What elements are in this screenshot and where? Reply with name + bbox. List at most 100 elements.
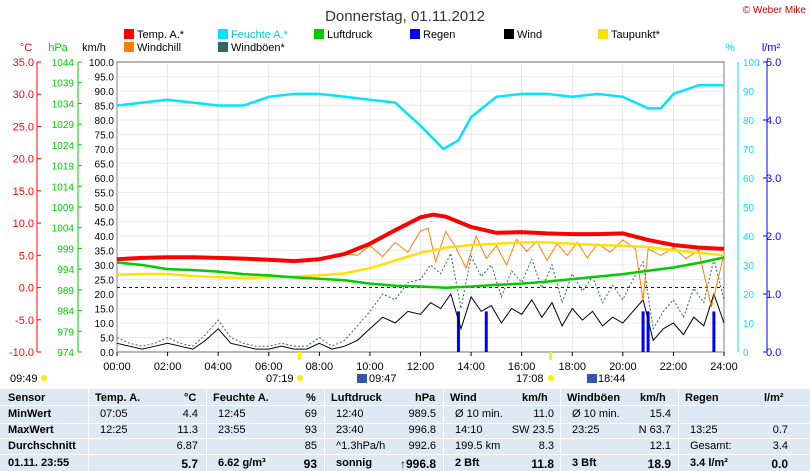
table-cell-reg_t-3: 3.4 l/m² (690, 457, 728, 469)
tick-x-5: 10:00 (356, 361, 384, 373)
tick-humidity-6: 40 (743, 232, 755, 243)
tick-wind-12: 40.0 (95, 232, 115, 243)
table-cell-label-1: MaxWert (8, 424, 54, 436)
table-cell-boe_v-1: N 63.7 (638, 424, 671, 436)
tick-humidity-9: 10 (743, 319, 755, 330)
tick-pressure-1: 1039 (52, 79, 75, 90)
sun-icon-3 (548, 375, 554, 381)
header-windboeen-unit: km/h (640, 392, 666, 404)
tick-wind-6: 70.0 (95, 145, 115, 156)
series-feuchte (116, 83, 724, 151)
table-cell-reg_v-2: 3.4 (772, 440, 788, 452)
header-regen-unit: l/m² (764, 392, 784, 404)
tick-rain-5: 0.0 (766, 347, 781, 359)
table-cell-win_t-3: 2 Bft (455, 457, 480, 469)
tick-wind-16: 20.0 (95, 290, 115, 301)
table-cell-luf_v-2: 992.6 (408, 440, 436, 452)
chart-title: Donnerstag, 01.11.2012 (325, 8, 485, 25)
legend-swatch-2 (314, 29, 324, 39)
tick-wind-3: 85.0 (95, 102, 115, 113)
table-cell-reg_t-2: Gesamt: (690, 440, 732, 452)
sun-icon-0 (41, 375, 47, 381)
header-wind-unit: km/h (522, 392, 548, 404)
table-cell-luf_t-3: sonnig (336, 457, 373, 469)
rain-bar-3 (646, 311, 650, 352)
tick-wind-20: 0.0 (100, 348, 114, 359)
sun-icon-1 (297, 375, 303, 381)
tick-temp-5: 10.0 (13, 218, 34, 230)
table-cell-feu_v-1: 93 (304, 424, 317, 436)
rain-bar-1 (484, 311, 488, 352)
table-cell-feu_t-1: 23:55 (218, 424, 246, 436)
table-cell-label-2: Durchschnitt (8, 440, 76, 452)
tick-wind-9: 55.0 (95, 189, 115, 200)
tick-pressure-3: 1029 (52, 120, 75, 131)
table-cell-luf_t-0: 12:40 (336, 408, 364, 420)
tick-temp-1: 30.0 (13, 89, 34, 101)
tick-humidity-5: 50 (743, 203, 755, 214)
sun-bar-1 (298, 352, 301, 360)
tick-pressure-5: 1019 (52, 162, 75, 173)
tick-x-2: 04:00 (204, 361, 232, 373)
table-cell-temp_t-1: 12:25 (100, 424, 128, 436)
table-cell-luf_t-2: ^1.3hPa/h (336, 440, 386, 452)
axis-unit-pressure: hPa (48, 42, 68, 54)
table-cell-feu_v-0: 69 (304, 408, 317, 420)
header-wind: Wind (450, 392, 477, 404)
table-cell-feu_v-2: 85 (304, 440, 317, 452)
header-regen: Regen (685, 392, 719, 404)
tick-wind-1: 95.0 (95, 73, 115, 84)
table-cell-luf_t-1: 23:40 (336, 424, 364, 436)
table-cell-reg_v-1: 0.7 (772, 424, 788, 436)
table-cell-win_t-1: 14:10 (455, 424, 483, 436)
tick-wind-19: 5.0 (100, 334, 114, 345)
legend-label-5: Taupunkt* (611, 29, 661, 41)
sunset-icon (587, 374, 597, 383)
sun-marker-3: 17:08 (516, 373, 544, 385)
table-cell-win_v-2: 8.3 (538, 440, 554, 452)
table-cell-boe_v-2: 12.1 (649, 440, 671, 452)
table-cell-win_v-0: 11.0 (533, 408, 554, 420)
axis-unit-wind: km/h (82, 42, 106, 54)
legend-label-6: Windchill (137, 42, 181, 54)
series-temp (116, 212, 725, 264)
tick-humidity-3: 70 (743, 145, 755, 156)
series-windboeen (116, 251, 725, 347)
table-cell-reg_t-1: 13:25 (690, 424, 718, 436)
axis-unit-temp: °C (20, 42, 32, 54)
table-cell-luf_v-0: 989.5 (408, 408, 436, 420)
table-cell-luf_v-3: ↑996.8 (399, 457, 436, 471)
tick-wind-8: 60.0 (95, 174, 115, 185)
table-cell-win_v-1: SW 23.5 (511, 424, 554, 436)
table-cell-win_v-3: 11.8 (531, 457, 554, 471)
tick-pressure-14: 974 (57, 348, 74, 359)
table-cell-feu_t-3: 6.62 g/m³ (218, 457, 266, 469)
header-feuchte: Feuchte A. (213, 392, 269, 404)
tick-wind-18: 10.0 (95, 319, 115, 330)
table-cell-boe_t-0: Ø 10 min. (572, 408, 620, 420)
tick-humidity-8: 20 (743, 290, 755, 301)
table-cell-temp_v-1: 11.3 (177, 424, 198, 436)
tick-temp-0: 35.0 (13, 57, 34, 69)
weather-chart: Donnerstag, 01.11.2012 © Weber Mike Temp. … (9, 5, 807, 385)
table-cell-label-3: 01.11. 23:55 (8, 457, 70, 469)
tick-humidity-0: 100 (743, 58, 760, 69)
tick-x-8: 16:00 (508, 361, 536, 373)
tick-x-9: 18:00 (558, 361, 586, 373)
legend-swatch-7 (218, 42, 228, 52)
tick-rain-1: 4.0 (766, 115, 781, 127)
axis-unit-humidity: % (725, 42, 735, 54)
tick-x-10: 20:00 (609, 361, 637, 373)
tick-temp-3: 20.0 (13, 154, 34, 166)
header-temp: Temp. A. (95, 392, 141, 404)
legend-label-2: Luftdruck (327, 29, 373, 41)
tick-wind-7: 65.0 (95, 160, 115, 171)
axis-unit-rain: l/m² (762, 42, 781, 54)
sun-marker-1: 07:19 (266, 373, 294, 385)
copyright-label: © Weber Mike (743, 5, 807, 16)
tick-x-12: 24:00 (710, 361, 738, 373)
tick-wind-15: 25.0 (95, 276, 115, 287)
legend-label-4: Wind (517, 29, 542, 41)
tick-pressure-0: 1044 (52, 58, 75, 69)
table-cell-feu_t-0: 12:45 (218, 408, 246, 420)
